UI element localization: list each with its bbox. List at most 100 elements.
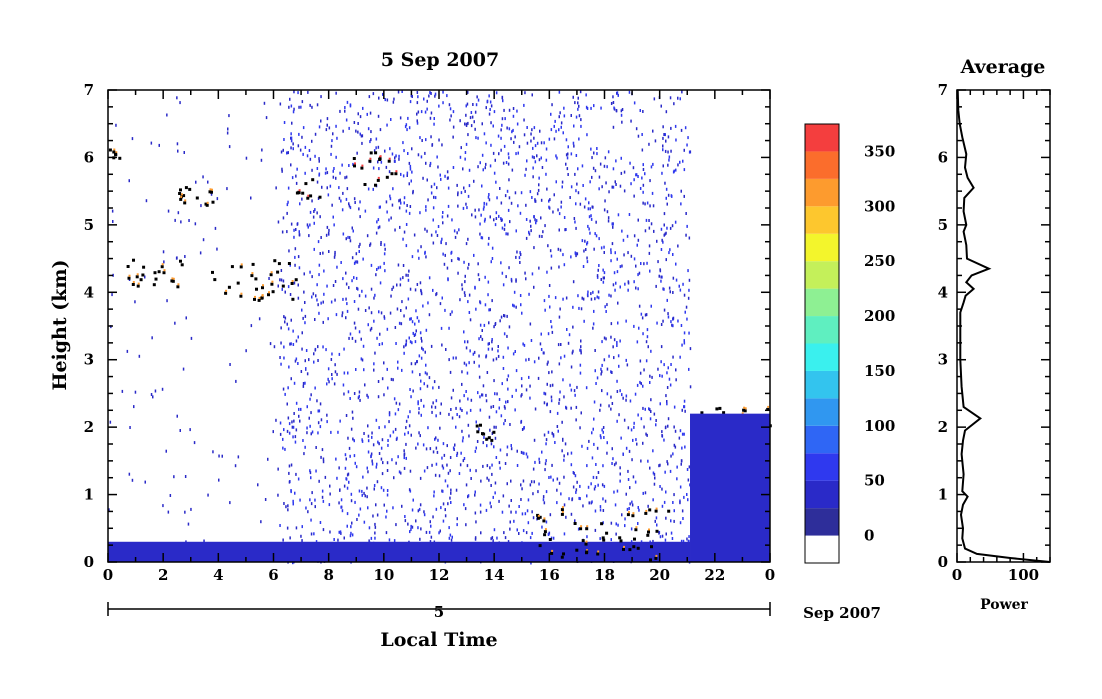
noise-cell [502,494,505,498]
noise-cell [351,410,354,414]
noise-cell [633,234,636,238]
noise-cell [495,180,497,184]
noise-cell [577,96,579,100]
noise-cell [613,271,616,275]
noise-cell [576,182,578,186]
noise-cell [596,295,598,299]
noise-cell [468,361,470,365]
noise-cell [660,360,662,364]
cloud-cell [161,263,164,266]
noise-cell [573,217,576,220]
noise-cell [304,359,306,363]
noise-cell [667,150,669,154]
noise-cell [535,221,537,225]
noise-cell [514,408,516,412]
noise-cell [614,251,616,255]
noise-cell [602,430,604,434]
cloud-cell [251,272,254,275]
noise-cell [479,395,481,399]
noise-cell [385,165,388,169]
noise-cell [290,139,293,143]
noise-cell [283,356,285,360]
noise-cell [555,129,557,133]
noise-cell [617,523,619,527]
noise-cell [662,319,664,323]
noise-cell [508,325,511,329]
noise-cell [526,159,528,163]
noise-cell [536,154,538,158]
noise-cell [285,505,287,509]
noise-cell [474,490,476,494]
noise-cell [405,442,407,446]
noise-cell [414,288,417,292]
noise-cell [457,257,459,261]
noise-cell [458,415,461,419]
noise-cell [541,450,543,454]
noise-cell [586,535,588,539]
noise-cell [510,137,512,141]
noise-cell [386,489,389,492]
noise-cell [362,257,364,261]
noise-cell [659,269,662,273]
noise-cell [619,285,621,289]
noise-cell [558,115,560,119]
noise-cell [343,536,345,540]
noise-cell [600,367,602,371]
noise-cell [577,167,579,171]
noise-cell [675,138,677,142]
noise-cell [620,436,622,440]
noise-cell [308,234,310,238]
noise-cell [683,399,686,403]
noise-cell [449,118,451,122]
noise-cell [515,388,517,392]
noise-cell [167,209,170,213]
cloud-cell [239,294,243,298]
noise-cell [532,467,535,471]
noise-cell [393,476,395,480]
noise-cell [617,93,619,97]
noise-cell [462,436,464,440]
noise-cell [601,389,603,393]
noise-cell [390,216,392,220]
noise-cell [345,414,348,417]
noise-cell [426,178,428,182]
colorbar-tick-label: 50 [864,472,885,490]
noise-cell [540,332,542,336]
x-axis: 0 2 4 6 8 10 12 14 16 18 20 22 0 [103,90,775,584]
noise-cell [516,449,518,453]
noise-cell [345,457,347,461]
noise-cell [625,398,627,402]
noise-cell [308,149,311,152]
noise-cell [667,193,670,197]
noise-cell [334,298,336,302]
noise-cell [664,149,667,153]
noise-cell [507,374,510,378]
noise-cell [469,349,471,353]
noise-cell [488,415,491,419]
noise-cell [534,199,537,203]
noise-cell [643,262,645,266]
noise-cell [401,90,403,93]
noise-cell [597,471,600,474]
noise-cell [482,207,485,211]
noise-cell [321,489,324,493]
noise-cell [288,464,291,468]
noise-cell [424,371,427,375]
noise-cell [491,536,494,540]
noise-cell [689,347,692,351]
noise-cell [422,304,424,308]
noise-cell [460,191,463,195]
noise-cell [416,283,419,286]
noise-cell [403,456,405,460]
noise-cell [332,215,334,219]
noise-cell [619,472,621,476]
noise-cell [434,405,437,409]
cloud-cell [650,545,653,549]
noise-cell [612,222,614,226]
y-tick-label: 7 [84,81,94,99]
cloud-cell [301,191,305,195]
noise-cell [293,90,295,94]
noise-cell [683,331,686,335]
noise-cell [452,356,455,360]
noise-cell [131,478,134,482]
